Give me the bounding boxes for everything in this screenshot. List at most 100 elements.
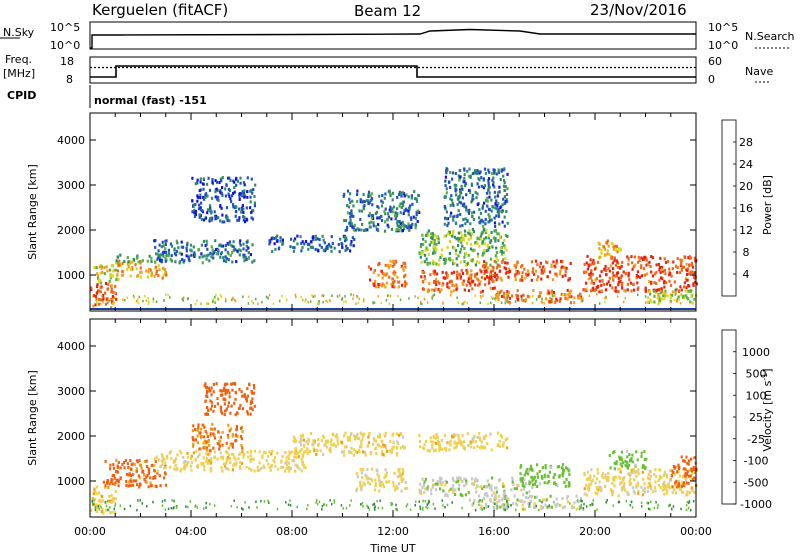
range-gate-cell xyxy=(552,476,555,480)
range-gate-cell xyxy=(396,207,399,211)
range-gate-cell xyxy=(396,475,399,479)
range-gate-cell xyxy=(229,411,232,415)
range-gate-cell xyxy=(685,268,688,272)
range-gate-cell xyxy=(671,469,674,473)
range-gate-cell xyxy=(380,219,384,222)
range-gate-cell xyxy=(102,297,105,301)
range-gate-cell xyxy=(478,282,481,286)
range-gate-cell xyxy=(504,508,506,512)
range-gate-cell xyxy=(296,464,299,468)
range-gate-cell xyxy=(568,481,571,485)
range-gate-cell xyxy=(225,216,228,220)
range-gate-cell xyxy=(119,504,122,507)
range-gate-cell xyxy=(462,238,465,242)
range-gate-cell xyxy=(564,293,567,297)
range-gate-cell xyxy=(665,473,668,477)
range-gate-cell xyxy=(219,219,222,223)
range-gate-cell xyxy=(181,258,184,261)
range-gate-cell xyxy=(473,499,476,502)
range-gate-cell xyxy=(685,473,689,476)
range-gate-cell xyxy=(236,506,238,509)
y-tick-label: 3000 xyxy=(57,385,85,398)
range-gate-cell xyxy=(394,487,397,490)
nsky-panel: N.Sky 10^5 10^0 10^5 10^0 N.Search xyxy=(0,21,795,52)
range-gate-cell xyxy=(533,505,536,509)
range-gate-cell xyxy=(659,486,662,490)
range-gate-cell xyxy=(377,273,380,277)
range-gate-cell xyxy=(483,437,486,441)
range-gate-cell xyxy=(463,247,466,250)
range-gate-cell xyxy=(538,469,541,473)
range-gate-cell xyxy=(665,491,669,495)
range-gate-cell xyxy=(678,479,681,483)
range-gate-cell xyxy=(332,433,335,437)
range-gate-cell xyxy=(455,222,458,225)
range-gate-cell xyxy=(452,215,455,219)
range-gate-cell xyxy=(444,184,447,188)
range-gate-cell xyxy=(253,391,256,395)
range-gate-cell xyxy=(604,288,607,292)
range-gate-cell xyxy=(680,507,682,511)
range-gate-cell xyxy=(499,249,502,253)
range-gate-cell xyxy=(566,297,569,301)
range-gate-cell xyxy=(219,405,223,409)
range-gate-cell xyxy=(127,260,130,264)
range-gate-cell xyxy=(500,278,503,282)
range-gate-cell xyxy=(300,447,303,451)
range-gate-cell xyxy=(158,474,161,478)
range-gate-cell xyxy=(391,281,395,285)
range-gate-cell xyxy=(249,459,252,463)
range-gate-cell xyxy=(142,299,144,303)
range-gate-cell xyxy=(683,281,686,285)
range-gate-cell xyxy=(397,442,400,446)
range-gate-cell xyxy=(242,215,245,219)
range-gate-cell xyxy=(409,224,412,228)
range-gate-cell xyxy=(687,289,690,293)
range-gate-cell xyxy=(388,449,391,453)
range-gate-cell xyxy=(423,490,426,494)
range-gate-cell xyxy=(345,236,348,240)
range-gate-cell xyxy=(370,467,373,471)
range-gate-cell xyxy=(620,286,624,290)
range-gate-cell xyxy=(470,211,473,215)
range-gate-cell xyxy=(356,487,359,491)
range-gate-cell xyxy=(457,174,460,178)
range-gate-cell xyxy=(193,211,196,215)
range-gate-cell xyxy=(451,476,454,480)
range-gate-cell xyxy=(615,460,618,464)
range-gate-cell xyxy=(402,203,405,207)
range-gate-cell xyxy=(512,502,515,506)
range-gate-cell xyxy=(223,387,226,391)
range-gate-cell xyxy=(491,287,495,290)
range-gate-cell xyxy=(206,194,209,198)
range-gate-cell xyxy=(99,290,102,294)
range-gate-cell xyxy=(228,429,231,433)
range-gate-cell xyxy=(176,241,179,245)
range-gate-cell xyxy=(214,190,217,194)
range-gate-cell xyxy=(154,260,157,264)
range-gate-cell xyxy=(435,432,438,436)
range-gate-cell xyxy=(434,251,437,255)
range-gate-cell xyxy=(323,503,325,506)
range-gate-cell xyxy=(338,250,341,254)
range-gate-cell xyxy=(370,216,373,220)
range-gate-cell xyxy=(459,224,462,228)
range-gate-cell xyxy=(111,510,114,514)
range-gate-cell xyxy=(685,262,688,266)
range-gate-cell xyxy=(482,294,484,297)
range-gate-cell xyxy=(382,443,385,447)
range-gate-cell xyxy=(472,483,475,487)
range-gate-cell xyxy=(248,506,250,509)
range-gate-cell xyxy=(419,505,421,509)
range-gate-cell xyxy=(140,466,143,470)
range-gate-cell xyxy=(285,456,288,460)
range-gate-cell xyxy=(367,193,370,197)
range-gate-cell xyxy=(420,300,422,304)
range-gate-cell xyxy=(504,497,507,500)
range-gate-cell xyxy=(183,463,186,467)
range-gate-cell xyxy=(482,224,485,228)
range-gate-cell xyxy=(479,280,482,284)
range-gate-cell xyxy=(162,457,165,461)
range-gate-cell xyxy=(611,276,614,279)
